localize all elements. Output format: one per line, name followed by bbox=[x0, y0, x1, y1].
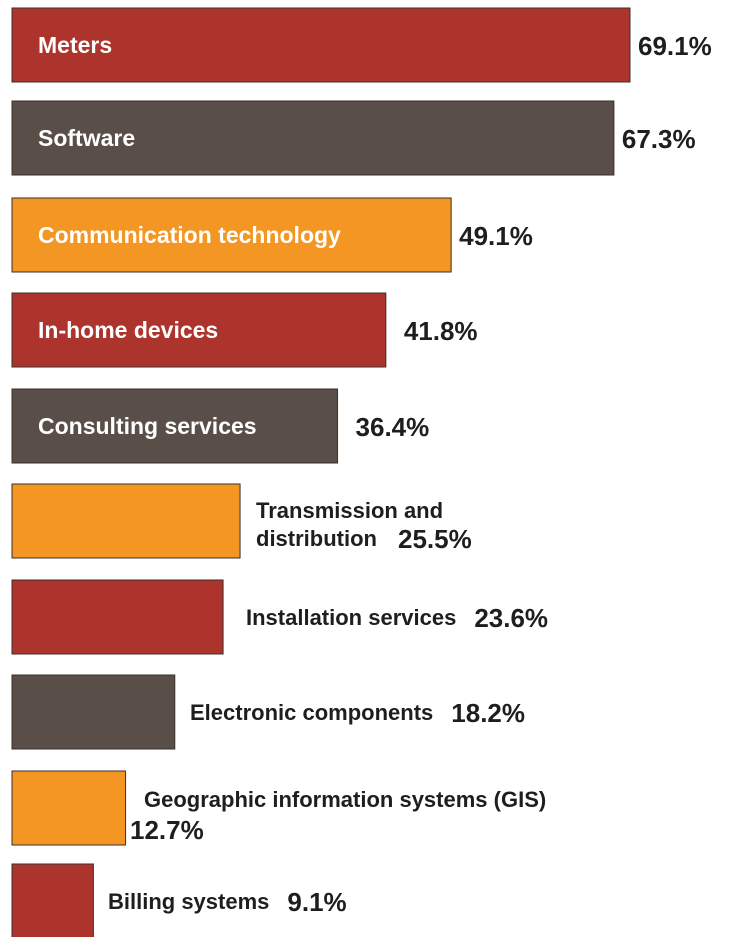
bar-value-label: 25.5% bbox=[398, 524, 472, 554]
bar-value-label: 69.1% bbox=[638, 31, 712, 61]
bar bbox=[11, 100, 615, 176]
bar-row: Installation services 23.6% bbox=[11, 579, 548, 655]
bar-category-label: Meters bbox=[38, 32, 112, 58]
bar-category-label: Geographic information systems (GIS) bbox=[144, 787, 546, 812]
bar-category-label: Installation services bbox=[246, 605, 456, 630]
bar bbox=[11, 863, 94, 937]
bar-category-label: Transmission and distribution bbox=[256, 498, 443, 551]
bar-category-label: In-home devices bbox=[38, 317, 218, 343]
bar bbox=[11, 292, 387, 368]
bar bbox=[11, 7, 631, 83]
bar-row: Electronic components 18.2% bbox=[11, 674, 525, 750]
bar bbox=[11, 483, 241, 559]
bar-category-label: Consulting services bbox=[38, 413, 257, 439]
bar-value-label: 36.4% bbox=[356, 412, 430, 442]
bar-value-label: 49.1% bbox=[459, 221, 533, 251]
bar-value-label: 18.2% bbox=[451, 698, 525, 728]
bar-value-label: 23.6% bbox=[474, 603, 548, 633]
bar-row: Software 67.3% bbox=[11, 100, 696, 176]
bar-row: In-home devices 41.8% bbox=[11, 292, 478, 368]
bar-row: Communication technology 49.1% bbox=[11, 197, 533, 273]
bar bbox=[11, 770, 127, 846]
bar-category-label: Electronic components bbox=[190, 700, 433, 725]
bar-row: Transmission and distribution 25.5% bbox=[11, 483, 472, 559]
bar-value-label: 41.8% bbox=[404, 316, 478, 346]
bar-row: Billing systems 9.1% bbox=[11, 863, 347, 937]
bar bbox=[11, 197, 452, 273]
bar-category-label: Communication technology bbox=[38, 222, 341, 248]
bar-value-label: 9.1% bbox=[287, 887, 346, 917]
bar-value-label: 12.7% bbox=[130, 815, 204, 845]
bar-row: Consulting services 36.4% bbox=[11, 388, 430, 464]
bar-category-label: Software bbox=[38, 125, 135, 151]
bar bbox=[11, 579, 224, 655]
bar-row: Meters 69.1% bbox=[11, 7, 712, 83]
bar-category-label: Billing systems bbox=[108, 889, 269, 914]
bar bbox=[11, 388, 339, 464]
bar-value-label: 67.3% bbox=[622, 124, 696, 154]
bar bbox=[11, 674, 176, 750]
bar-row: Geographic information systems (GIS) 12.7… bbox=[11, 770, 546, 846]
